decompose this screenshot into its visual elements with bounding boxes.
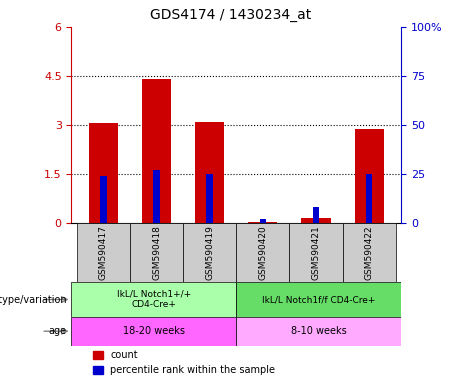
FancyBboxPatch shape — [343, 223, 396, 282]
FancyBboxPatch shape — [236, 282, 401, 317]
Bar — [89, 123, 118, 223]
FancyBboxPatch shape — [236, 317, 401, 346]
Text: IkL/L Notch1+/+
CD4-Cre+: IkL/L Notch1+/+ CD4-Cre+ — [117, 290, 191, 309]
Text: age: age — [49, 326, 67, 336]
Text: GDS4174 / 1430234_at: GDS4174 / 1430234_at — [150, 8, 311, 22]
Bar — [366, 174, 372, 223]
Text: IkL/L Notch1f/f CD4-Cre+: IkL/L Notch1f/f CD4-Cre+ — [262, 295, 375, 304]
FancyBboxPatch shape — [236, 223, 290, 282]
Bar — [248, 222, 278, 223]
Text: GSM590419: GSM590419 — [205, 225, 214, 280]
FancyBboxPatch shape — [71, 282, 236, 317]
Text: 8-10 weeks: 8-10 weeks — [291, 326, 347, 336]
FancyBboxPatch shape — [290, 223, 343, 282]
Bar — [313, 207, 319, 223]
Legend: count, percentile rank within the sample: count, percentile rank within the sample — [93, 351, 275, 375]
Text: GSM590420: GSM590420 — [258, 225, 267, 280]
Bar — [355, 129, 384, 223]
Bar — [142, 79, 171, 223]
Bar — [100, 176, 106, 223]
Text: genotype/variation: genotype/variation — [0, 295, 67, 305]
Bar — [154, 170, 160, 223]
Text: GSM590417: GSM590417 — [99, 225, 108, 280]
FancyBboxPatch shape — [183, 223, 236, 282]
Text: GSM590418: GSM590418 — [152, 225, 161, 280]
Text: GSM590421: GSM590421 — [312, 225, 320, 280]
Bar — [207, 174, 213, 223]
Text: 18-20 weeks: 18-20 weeks — [123, 326, 185, 336]
FancyBboxPatch shape — [77, 223, 130, 282]
FancyBboxPatch shape — [130, 223, 183, 282]
Bar — [195, 121, 225, 223]
FancyBboxPatch shape — [71, 317, 236, 346]
Text: GSM590422: GSM590422 — [365, 225, 374, 280]
Bar — [301, 218, 331, 223]
Bar — [260, 219, 266, 223]
